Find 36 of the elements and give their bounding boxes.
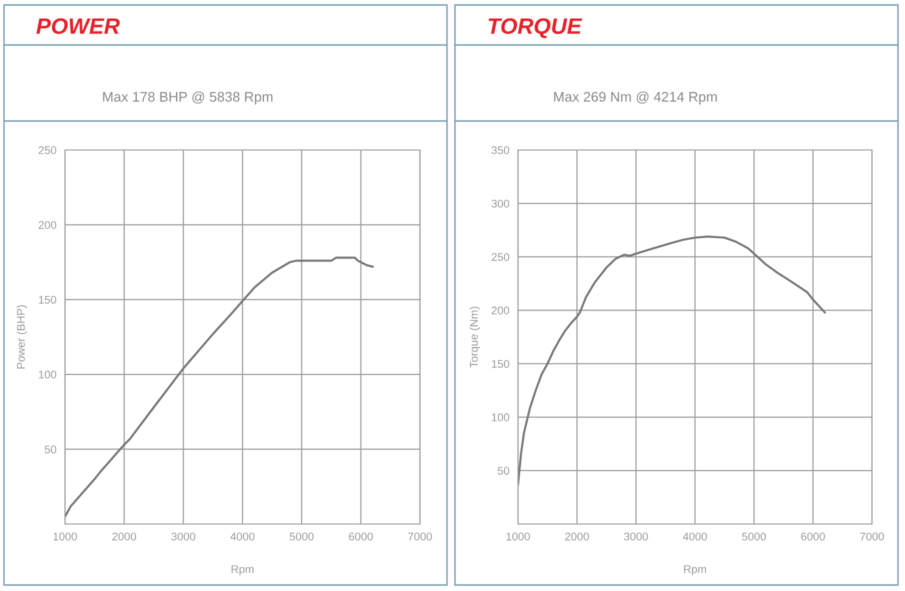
- x-tick-label: 5000: [742, 532, 766, 540]
- x-tick-label: 6000: [801, 532, 825, 540]
- x-tick-label: 4000: [682, 532, 707, 540]
- y-tick-label: 100: [492, 413, 510, 422]
- y-tick-label: 50: [498, 466, 510, 475]
- y-tick-label: 200: [492, 306, 510, 314]
- y-axis-title: Torque (Nm): [470, 306, 480, 368]
- chart-subtitle: Max 178 BHP @ 5838 Rpm: [103, 92, 272, 104]
- y-axis-title: Power (BHP): [16, 305, 28, 368]
- y-tick-label: 300: [492, 200, 510, 208]
- x-tick-label: 5000: [290, 532, 314, 540]
- line-series: [518, 236, 826, 486]
- x-tick-label: 7000: [408, 532, 432, 540]
- chart-title: TORQUE: [488, 18, 582, 38]
- x-tick-label: 2000: [112, 532, 136, 540]
- line-series: [65, 256, 374, 518]
- x-tick-label: 7000: [860, 532, 884, 540]
- x-tick-label: 6000: [349, 532, 373, 540]
- x-axis-title: Rpm: [684, 565, 706, 576]
- x-axis-title: Rpm: [232, 565, 254, 576]
- x-tick-label: 4000: [230, 532, 254, 540]
- y-tick-label: 250: [38, 146, 56, 154]
- x-tick-label: 3000: [171, 532, 196, 540]
- x-tick-label: 3000: [624, 532, 648, 540]
- y-tick-label: 250: [492, 253, 510, 261]
- y-tick-label: 50: [44, 445, 56, 454]
- y-tick-label: 100: [38, 370, 56, 379]
- y-tick-label: 350: [492, 146, 510, 154]
- y-tick-label: 150: [38, 296, 56, 304]
- y-tick-label: 150: [492, 360, 510, 368]
- x-tick-label: 1000: [506, 532, 530, 540]
- chart-title: POWER: [36, 18, 120, 34]
- x-tick-label: 2000: [565, 532, 589, 540]
- x-tick-label: 1000: [53, 532, 77, 540]
- y-tick-label: 200: [38, 221, 56, 229]
- chart-subtitle: Max 269 Nm @ 4214 Rpm: [554, 92, 717, 104]
